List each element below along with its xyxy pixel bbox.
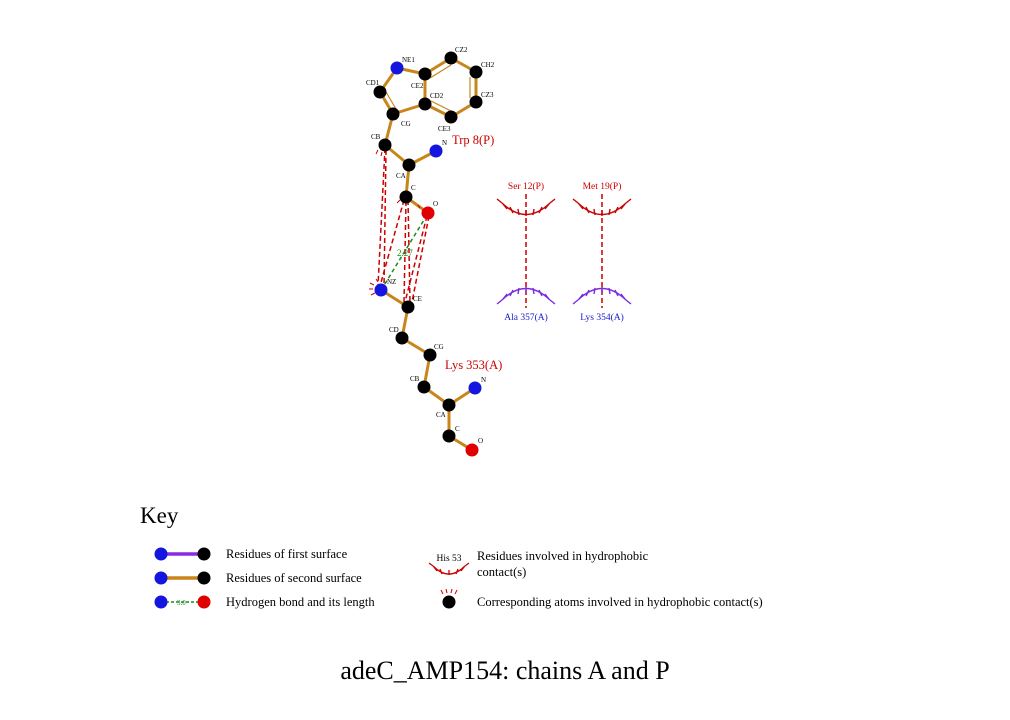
key-hydrophobic-sample-residue: His 53: [436, 554, 461, 564]
atom-label-ch2: CH2: [481, 61, 495, 69]
contact-pair-ser12-ala357: Ser 12(P) Ala 357(A): [496, 181, 556, 323]
key-first-surface-label: Residues of first surface: [226, 547, 348, 561]
key-hbond-sample: 3.0: [154, 595, 211, 609]
atom-label-cg-trp: CG: [401, 120, 411, 128]
key-first-surface-sample: [154, 547, 211, 561]
trp-aromatic-accents: [385, 64, 471, 112]
residue-label-lys353: Lys 353(A): [445, 358, 502, 372]
atom-contact-spokes: [369, 149, 421, 296]
key-corresponding-atoms-label: Corresponding atoms involved in hydropho…: [477, 595, 763, 609]
key-title: Key: [140, 503, 179, 528]
key-second-surface-sample: [154, 571, 211, 585]
hydrophobic-contact-lines: [377, 147, 430, 303]
atom-label-ce3: CE3: [438, 125, 451, 133]
residue-label-ser12: Ser 12(P): [508, 181, 544, 192]
key-hbond-label: Hydrogen bond and its length: [226, 595, 375, 609]
contact-pair-met19-lys354: Met 19(P) Lys 354(A): [572, 181, 632, 323]
atom-labels: NE1 CZ2 CH2 CD1 CE2 CD2 CZ3 CE3 CG CB N …: [366, 46, 495, 445]
atom-label-cd-lys: CD: [389, 326, 399, 334]
atom-label-cb-trp: CB: [371, 133, 381, 141]
residue-label-ala357: Ala 357(A): [504, 312, 548, 323]
key-hydrophobic-label-line2: contact(s): [477, 565, 526, 579]
trp-atoms: [373, 51, 483, 220]
atom-label-ce2: CE2: [411, 82, 424, 90]
lys353-atoms: [374, 283, 482, 457]
hydrogen-bond: 2.27: [382, 214, 428, 288]
key-second-surface-label: Residues of second surface: [226, 571, 362, 585]
key-hbond-sample-length: 3.0: [177, 599, 186, 607]
diagram-title: adeC_AMP154: chains A and P: [340, 656, 669, 685]
atom-label-ne1: NE1: [402, 56, 415, 64]
key-hydrophobic-arc-sample: [428, 562, 470, 575]
atom-label-c-lys: C: [455, 425, 460, 433]
atom-label-o-lys: O: [478, 437, 483, 445]
atom-label-n-lys: N: [481, 376, 486, 384]
atom-label-n-trp: N: [442, 139, 447, 147]
residue-label-trp8: Trp 8(P): [452, 133, 494, 147]
atom-label-cz3: CZ3: [481, 91, 494, 99]
residue-label-lys354: Lys 354(A): [580, 312, 624, 323]
atom-label-o-trp: O: [433, 200, 438, 208]
atom-label-ca-lys: CA: [436, 411, 446, 419]
atom-label-cd1: CD1: [366, 79, 380, 87]
key-corresponding-atom-sample: [440, 588, 458, 609]
atom-label-cb-lys: CB: [410, 375, 420, 383]
atom-label-cg-lys: CG: [434, 343, 444, 351]
atom-label-ca-trp: CA: [396, 172, 406, 180]
atom-label-c-trp: C: [411, 184, 416, 192]
atom-label-cd2: CD2: [430, 92, 444, 100]
key: Key Residues of first surface Residues o…: [140, 503, 763, 609]
residue-label-met19: Met 19(P): [583, 181, 622, 192]
atom-label-ce-lys: CE: [413, 295, 422, 303]
atom-label-cz2: CZ2: [455, 46, 468, 54]
hydrophobic-arc-ala357: [496, 287, 556, 305]
atom-label-nz: NZ: [387, 278, 396, 286]
hbond-length-label: 2.27: [397, 248, 413, 258]
key-hydrophobic-label-line1: Residues involved in hydrophobic: [477, 549, 649, 563]
hydrophobic-arc-lys354: [572, 287, 632, 305]
